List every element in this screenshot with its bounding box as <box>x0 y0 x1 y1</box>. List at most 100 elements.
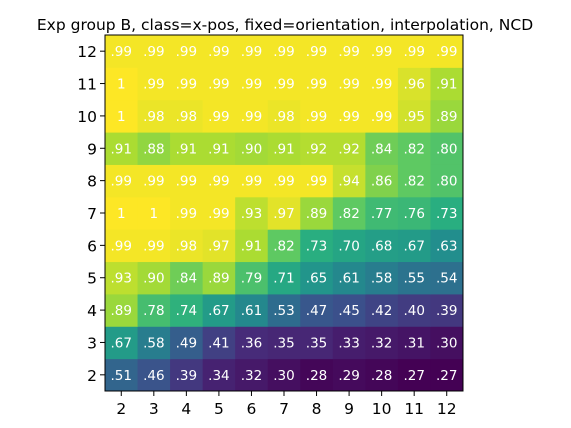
heatmap-cell-y8-x7 <box>267 164 301 198</box>
heatmap-cell-y10-x4 <box>170 99 204 133</box>
cell-value-label: .49 <box>176 335 197 351</box>
cell-value-label: .98 <box>176 238 197 254</box>
cell-value-label: .97 <box>273 206 294 222</box>
cell-value-label: .31 <box>403 335 424 351</box>
cell-value-label: .84 <box>176 271 197 287</box>
heatmap-cell-y8-x12 <box>430 164 464 198</box>
cell-value-label: .99 <box>371 44 392 60</box>
heatmap-cell-y6-x3 <box>137 229 171 263</box>
cell-value-label: .35 <box>273 335 294 351</box>
cell-value-label: .99 <box>273 44 294 60</box>
cell-value-label: .99 <box>176 77 197 93</box>
cell-value-label: .41 <box>208 335 229 351</box>
heatmap-cell-y7-x2 <box>105 196 139 230</box>
x-tick-label: 11 <box>404 400 424 418</box>
heatmap-cell-y3-x10 <box>365 326 399 360</box>
heatmap-cells <box>105 35 464 392</box>
heatmap-cell-y8-x9 <box>332 164 366 198</box>
y-tick-label: 5 <box>87 270 97 288</box>
cell-value-label: .91 <box>241 238 262 254</box>
heatmap-cell-y11-x2 <box>105 67 139 101</box>
heatmap-cell-y9-x7 <box>267 132 301 165</box>
cell-value-label: .99 <box>371 77 392 93</box>
cell-value-label: .74 <box>176 303 197 319</box>
heatmap-cell-y11-x9 <box>332 67 366 101</box>
cell-value-label: .68 <box>371 238 392 254</box>
cell-value-label: .27 <box>436 368 457 384</box>
heatmap-cell-y5-x6 <box>235 261 269 295</box>
cell-value-label: .67 <box>111 335 132 351</box>
heatmap-cell-y4-x12 <box>430 293 464 327</box>
cell-value-label: .99 <box>208 44 229 60</box>
cell-value-label: .58 <box>371 271 392 287</box>
heatmap-cell-y12-x10 <box>365 35 399 68</box>
heatmap-cell-y10-x8 <box>300 99 334 133</box>
heatmap-cell-y12-x3 <box>137 35 171 68</box>
cell-value-label: .71 <box>273 271 294 287</box>
cell-value-label: .99 <box>306 44 327 60</box>
heatmap-cell-y5-x9 <box>332 261 366 295</box>
cell-value-label: .99 <box>306 77 327 93</box>
y-tick-label: 8 <box>87 173 97 191</box>
heatmap-cell-y8-x10 <box>365 164 399 198</box>
heatmap-cell-y10-x10 <box>365 99 399 133</box>
heatmap-cell-y2-x8 <box>300 358 334 392</box>
heatmap-cell-y12-x2 <box>105 35 139 68</box>
cell-value-label: .93 <box>111 271 132 287</box>
heatmap-cell-y4-x6 <box>235 293 269 327</box>
heatmap-cell-y7-x8 <box>300 196 334 230</box>
y-tick-label: 11 <box>77 76 97 94</box>
cell-value-label: .32 <box>241 368 262 384</box>
heatmap-cell-y10-x9 <box>332 99 366 133</box>
heatmap-cell-y10-x2 <box>105 99 139 133</box>
cell-value-label: .91 <box>111 141 132 157</box>
cell-value-label: .67 <box>403 238 424 254</box>
heatmap-cell-y12-x8 <box>300 35 334 68</box>
cell-value-label: .94 <box>338 174 359 190</box>
heatmap-cell-y11-x4 <box>170 67 204 101</box>
heatmap-cell-y12-x5 <box>202 35 236 68</box>
heatmap-cell-y3-x7 <box>267 326 301 360</box>
heatmap-cell-y2-x6 <box>235 358 269 392</box>
cell-value-label: .99 <box>273 77 294 93</box>
heatmap-cell-y6-x7 <box>267 229 301 263</box>
cell-value-label: .89 <box>111 303 132 319</box>
cell-value-label: .99 <box>241 44 262 60</box>
heatmap-cell-y6-x2 <box>105 229 139 263</box>
heatmap-cell-y12-x6 <box>235 35 269 68</box>
heatmap-cell-y12-x11 <box>397 35 431 68</box>
cell-value-label: .82 <box>403 174 424 190</box>
heatmap-cell-y12-x12 <box>430 35 464 68</box>
heatmap-cell-y5-x3 <box>137 261 171 295</box>
heatmap-cell-y10-x6 <box>235 99 269 133</box>
cell-value-label: .78 <box>143 303 164 319</box>
cell-value-label: .99 <box>241 174 262 190</box>
cell-value-label: .80 <box>436 174 457 190</box>
heatmap-cell-y4-x4 <box>170 293 204 327</box>
heatmap-cell-y10-x7 <box>267 99 301 133</box>
heatmap-cell-y4-x11 <box>397 293 431 327</box>
cell-value-label: .45 <box>338 303 359 319</box>
heatmap-cell-y3-x3 <box>137 326 171 360</box>
heatmap-cell-y4-x9 <box>332 293 366 327</box>
cell-value-label: .99 <box>208 109 229 125</box>
cell-value-label: .99 <box>143 174 164 190</box>
cell-value-label: .93 <box>241 206 262 222</box>
heatmap-cell-y3-x4 <box>170 326 204 360</box>
cell-value-label: .39 <box>176 368 197 384</box>
cell-value-label: .89 <box>208 271 229 287</box>
cell-value-label: .65 <box>306 271 327 287</box>
cell-value-label: .30 <box>273 368 294 384</box>
cell-value-label: .99 <box>403 44 424 60</box>
cell-value-label: .98 <box>143 109 164 125</box>
cell-value-label: .27 <box>403 368 424 384</box>
cell-value-label: .42 <box>371 303 392 319</box>
cell-value-label: .92 <box>306 141 327 157</box>
cell-value-label: .99 <box>143 77 164 93</box>
heatmap-cell-y11-x3 <box>137 67 171 101</box>
heatmap-cell-y8-x5 <box>202 164 236 198</box>
cell-value-label: .82 <box>273 238 294 254</box>
y-tick-label: 9 <box>87 140 97 158</box>
heatmap-cell-y12-x4 <box>170 35 204 68</box>
cell-value-label: .32 <box>371 335 392 351</box>
